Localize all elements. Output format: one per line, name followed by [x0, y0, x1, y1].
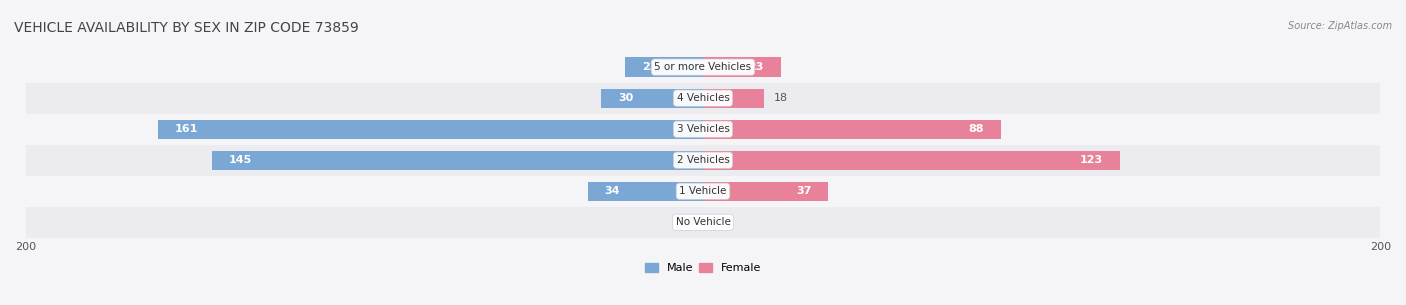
Text: 0: 0: [713, 217, 720, 227]
Text: 23: 23: [643, 62, 658, 72]
Text: 34: 34: [605, 186, 620, 196]
Bar: [25, 176, 1381, 207]
Bar: [602, 88, 703, 108]
Text: 23: 23: [748, 62, 763, 72]
Text: 18: 18: [775, 93, 789, 103]
Bar: [25, 145, 1381, 176]
Bar: [212, 151, 703, 170]
Bar: [157, 120, 703, 139]
Bar: [25, 207, 1381, 238]
Bar: [703, 58, 780, 77]
Text: 145: 145: [229, 155, 252, 165]
Bar: [703, 88, 763, 108]
Text: Source: ZipAtlas.com: Source: ZipAtlas.com: [1288, 21, 1392, 31]
Text: 2 Vehicles: 2 Vehicles: [676, 155, 730, 165]
Text: 123: 123: [1080, 155, 1102, 165]
Text: 3 Vehicles: 3 Vehicles: [676, 124, 730, 134]
Text: VEHICLE AVAILABILITY BY SEX IN ZIP CODE 73859: VEHICLE AVAILABILITY BY SEX IN ZIP CODE …: [14, 21, 359, 35]
Text: No Vehicle: No Vehicle: [675, 217, 731, 227]
Text: 1 Vehicle: 1 Vehicle: [679, 186, 727, 196]
Bar: [703, 120, 1001, 139]
Bar: [25, 52, 1381, 83]
Bar: [626, 58, 703, 77]
Bar: [25, 83, 1381, 114]
Bar: [703, 181, 828, 201]
Text: 88: 88: [969, 124, 984, 134]
Text: 4 Vehicles: 4 Vehicles: [676, 93, 730, 103]
Bar: [703, 151, 1119, 170]
Text: 0: 0: [686, 217, 693, 227]
Bar: [588, 181, 703, 201]
Bar: [25, 114, 1381, 145]
Text: 161: 161: [174, 124, 198, 134]
Text: 5 or more Vehicles: 5 or more Vehicles: [654, 62, 752, 72]
Text: 37: 37: [796, 186, 811, 196]
Legend: Male, Female: Male, Female: [644, 263, 762, 273]
Text: 30: 30: [619, 93, 634, 103]
